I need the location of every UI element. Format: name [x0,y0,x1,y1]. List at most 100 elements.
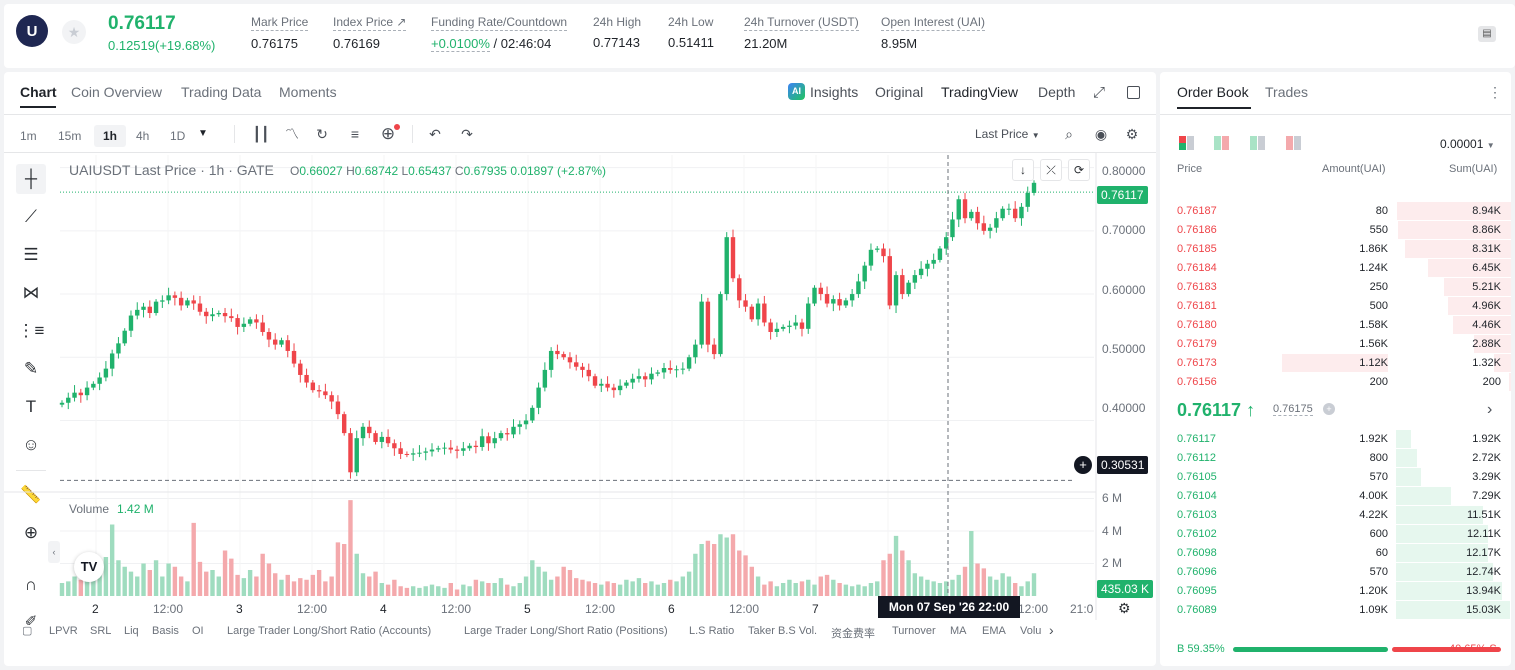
indicator-menu-icon[interactable]: ▢ [22,625,33,637]
lock-drawing-icon[interactable]: ✐ [24,613,38,630]
timeframe-1m[interactable]: 1m [20,129,37,143]
indicator-oi[interactable]: OI [192,625,204,637]
indicator-funding-rate[interactable]: 资金费率 [831,628,875,640]
tab-tradingview[interactable]: TradingView [941,84,1019,100]
timeframe-15m[interactable]: 15m [58,129,82,143]
expand-icon[interactable]: ⤢ [1093,84,1106,101]
bid-price[interactable]: 0.76102 [1177,528,1217,540]
horizontal-lines-tool-icon[interactable]: ☰ [23,245,39,264]
chevron-right-icon[interactable]: › [1487,401,1493,418]
tab-original[interactable]: Original [875,84,924,100]
indicator-trader-positions[interactable]: Large Trader Long/Short Ratio (Positions… [464,625,668,637]
indicator-trader-accounts[interactable]: Large Trader Long/Short Ratio (Accounts) [227,625,432,637]
chevron-right-icon[interactable]: › [1049,622,1054,638]
magnet-tool-icon[interactable]: ∩ [24,575,38,594]
timeframe-dropdown-icon[interactable]: ▼ [198,128,208,139]
tab-trades[interactable]: Trades [1265,84,1309,100]
stat-index-price[interactable]: Index Price ↗ 0.76169 [333,15,407,51]
redo-icon[interactable]: ↷ [461,126,473,142]
indicator-ma[interactable]: MA [950,625,967,637]
stat-funding-rate[interactable]: Funding Rate/Countdown +0.0100% / 02:46:… [431,15,568,52]
bid-price[interactable]: 0.76103 [1177,509,1217,521]
stat-mark-price[interactable]: Mark Price 0.76175 [251,15,309,51]
indicator-lpvr[interactable]: LPVR [49,625,78,637]
bid-price[interactable]: 0.76104 [1177,490,1217,502]
favorite-star-icon[interactable]: ★ [62,20,86,44]
timeframe-1d[interactable]: 1D [170,129,186,143]
timeframe-1h[interactable]: 1h [94,125,127,147]
crosshair-tool-icon[interactable]: ┼ [16,164,46,194]
add-alert-icon[interactable]: ⊕ [380,124,396,143]
view-both-icon[interactable] [1179,136,1195,150]
ask-price[interactable]: 0.76173 [1177,357,1217,369]
ask-price[interactable]: 0.76179 [1177,338,1217,350]
tab-insights[interactable]: Insights [810,84,859,100]
bid-price[interactable]: 0.76089 [1177,604,1217,616]
ask-price[interactable]: 0.76180 [1177,319,1217,331]
scroll-down-icon[interactable]: ↓ [1012,159,1034,181]
bid-price[interactable]: 0.76112 [1177,452,1216,464]
brush-tool-icon[interactable]: ✎ [23,359,39,378]
precision-select[interactable]: 0.00001 ▼ [1440,137,1495,151]
tab-coin-overview[interactable]: Coin Overview [71,84,163,100]
ruler-tool-icon[interactable]: 📏 [20,485,42,504]
indicators-icon[interactable]: 〽 [285,126,299,142]
bid-price[interactable]: 0.76098 [1177,547,1217,559]
mark-price-info-icon[interactable]: + [1323,403,1335,415]
text-tool-icon[interactable]: T [25,397,37,416]
chart-settings-icon[interactable]: ⚙ [1118,600,1131,616]
bid-price[interactable]: 0.76095 [1177,585,1217,597]
ask-price[interactable]: 0.76185 [1177,243,1217,255]
indicator-ema[interactable]: EMA [982,625,1006,637]
indicator-turnover[interactable]: Turnover [892,625,936,637]
undo-icon[interactable]: ↶ [429,126,441,142]
timeframe-4h[interactable]: 4h [136,129,150,143]
indicator-ls-ratio[interactable]: L.S Ratio [689,625,735,637]
pattern-tool-icon[interactable]: ⋈ [22,283,40,302]
candle-type-icon[interactable]: ┃┃ [252,126,270,142]
ask-price[interactable]: 0.76156 [1177,376,1217,388]
indicator-basis[interactable]: Basis [152,625,179,637]
zoom-tool-icon[interactable]: ⊕ [23,523,39,542]
indicator-volume[interactable]: Volu [1020,625,1042,637]
price-type-select[interactable]: Last Price ▼ [975,127,1040,141]
refresh-icon[interactable]: ⟳ [1068,159,1090,181]
stat-24h-turnover[interactable]: 24h Turnover (USDT) 21.20M [744,15,859,51]
emoji-tool-icon[interactable]: ☺ [22,435,40,454]
trend-line-tool-icon[interactable]: ⟋ [25,207,37,226]
ask-price[interactable]: 0.76184 [1177,262,1217,274]
ask-price[interactable]: 0.76187 [1177,205,1217,217]
view-bids-icon[interactable] [1214,136,1230,150]
templates-icon[interactable]: ≡ [350,126,360,142]
search-icon[interactable]: ⌕ [1065,126,1073,142]
collapse-toolbar-icon[interactable]: ‹ [48,541,60,563]
tab-depth[interactable]: Depth [1038,84,1076,100]
tab-chart[interactable]: Chart [20,84,57,100]
fib-tool-icon[interactable]: ⋮≡ [17,321,45,340]
stat-open-interest[interactable]: Open Interest (UAI) 8.95M [881,15,986,51]
bid-price[interactable]: 0.76105 [1177,471,1217,483]
notebook-icon[interactable]: ▤ [1478,26,1496,42]
tab-order-book[interactable]: Order Book [1177,84,1249,100]
indicator-taker-vol[interactable]: Taker B.S Vol. [748,625,818,637]
ask-price[interactable]: 0.76181 [1177,300,1217,312]
bid-price[interactable]: 0.76117 [1177,433,1216,445]
view-bids-only-icon[interactable] [1250,136,1266,150]
tab-moments[interactable]: Moments [279,84,337,100]
ask-price[interactable]: 0.76183 [1177,281,1217,293]
settings-gear-icon[interactable]: ⚙ [1125,126,1139,142]
more-options-icon[interactable]: ⋮ [1488,84,1502,100]
add-order-icon[interactable]: + [1074,456,1092,474]
view-asks-only-icon[interactable] [1286,136,1302,150]
indicator-liq[interactable]: Liq [124,625,139,637]
ask-price[interactable]: 0.76186 [1177,224,1217,236]
window-icon[interactable] [1127,86,1140,99]
camera-icon[interactable]: ◉ [1094,126,1108,142]
bid-price[interactable]: 0.76096 [1177,566,1217,578]
tab-trading-data[interactable]: Trading Data [181,84,262,100]
compare-icon[interactable]: ↻ [316,126,328,142]
indicator-srl[interactable]: SRL [90,625,112,637]
collapse-icon[interactable]: ⤫ [1040,159,1062,181]
tradingview-logo-icon[interactable]: TV [74,552,104,582]
